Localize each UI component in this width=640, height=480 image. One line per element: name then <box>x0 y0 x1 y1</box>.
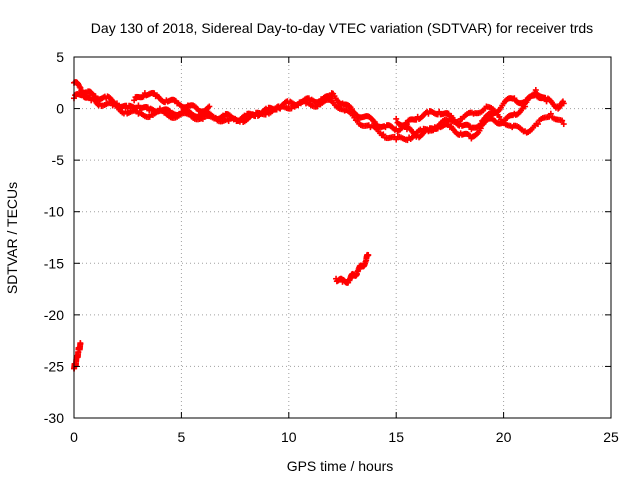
data-point <box>560 121 567 128</box>
data-point <box>131 97 138 104</box>
data-point <box>77 340 84 347</box>
data-point <box>559 117 566 124</box>
y-tick-label: -10 <box>44 204 64 220</box>
data-point <box>79 90 86 97</box>
y-axis-label: SDTVAR / TECUs <box>4 182 20 294</box>
x-tick-label: 5 <box>178 429 186 445</box>
y-tick-label: 0 <box>56 101 64 117</box>
x-tick-label: 20 <box>496 429 512 445</box>
y-tick-label: -5 <box>52 152 65 168</box>
y-tick-label: -15 <box>44 255 64 271</box>
data-point <box>76 83 83 90</box>
data-point <box>393 115 400 122</box>
axis-ticks <box>73 56 612 419</box>
data-point <box>532 87 539 94</box>
y-tick-label: 5 <box>56 49 64 65</box>
tick-labels: 0 5 10 15 20 25 5 0 -5 -10 -15 -20 -25 -30 <box>44 49 619 445</box>
data-point <box>546 113 553 120</box>
chart-title: Day 130 of 2018, Sidereal Day-to-day VTE… <box>91 20 593 36</box>
y-tick-label: -20 <box>44 307 64 323</box>
data-point <box>477 125 484 132</box>
x-tick-label: 15 <box>388 429 404 445</box>
data-point <box>534 121 541 128</box>
data-point <box>543 98 550 105</box>
data-point <box>380 131 387 138</box>
y-tick-label: -30 <box>44 410 64 426</box>
y-tick-label: -25 <box>44 358 64 374</box>
data-points <box>71 79 567 372</box>
data-point <box>542 95 549 102</box>
data-point <box>522 103 529 110</box>
x-tick-label: 0 <box>70 429 78 445</box>
data-point <box>547 110 554 117</box>
x-tick-label: 10 <box>281 429 297 445</box>
x-axis-label: GPS time / hours <box>287 458 394 474</box>
data-point <box>206 103 213 110</box>
data-point <box>251 112 258 119</box>
data-point <box>365 252 372 259</box>
data-point <box>560 100 567 107</box>
x-tick-label: 25 <box>603 429 619 445</box>
plot-frame <box>73 56 612 419</box>
